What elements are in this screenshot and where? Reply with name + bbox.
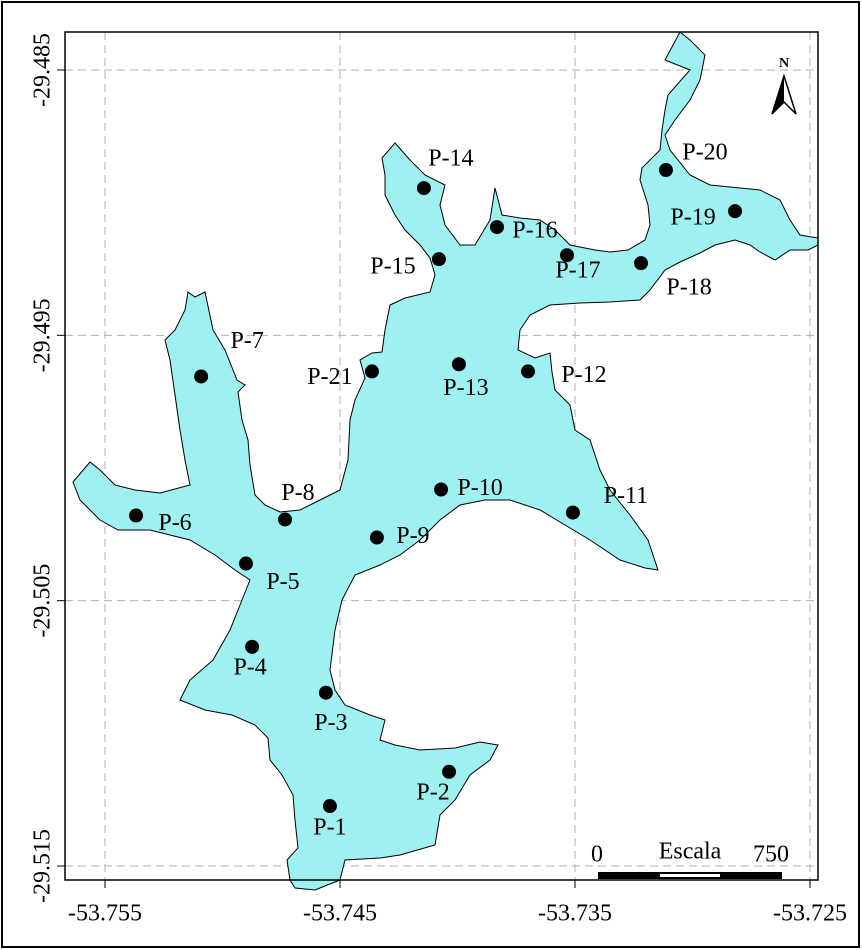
y-tick-label: -29.505 bbox=[30, 564, 56, 638]
point-label: P-16 bbox=[512, 218, 557, 244]
point-label: P-18 bbox=[666, 275, 711, 301]
point-label: P-15 bbox=[370, 254, 415, 280]
north-arrow-fill bbox=[772, 76, 784, 114]
lake bbox=[72, 31, 819, 891]
sampling-point bbox=[434, 482, 449, 497]
scale-end: 750 bbox=[753, 842, 789, 868]
scale-start: 0 bbox=[591, 842, 603, 868]
sampling-point bbox=[318, 685, 333, 700]
point-label: P-2 bbox=[416, 779, 449, 805]
point-label: P-21 bbox=[307, 364, 352, 390]
sampling-point bbox=[560, 248, 575, 263]
point-label: P-8 bbox=[281, 480, 314, 506]
sampling-point bbox=[322, 799, 337, 814]
sampling-point bbox=[278, 512, 293, 527]
sampling-point bbox=[728, 204, 743, 219]
sampling-point bbox=[369, 530, 384, 545]
y-tick-label: -29.495 bbox=[30, 298, 56, 372]
point-label: P-17 bbox=[555, 258, 600, 284]
sampling-point bbox=[451, 357, 466, 372]
sampling-point bbox=[658, 163, 673, 178]
point-label: P-3 bbox=[314, 710, 347, 736]
north-label: N bbox=[779, 56, 789, 71]
point-label: P-11 bbox=[604, 483, 648, 509]
sampling-point bbox=[364, 364, 379, 379]
sampling-point bbox=[194, 369, 209, 384]
y-tick-label: -29.485 bbox=[30, 33, 56, 107]
sampling-point bbox=[634, 256, 649, 271]
sampling-point bbox=[129, 508, 144, 523]
point-label: P-12 bbox=[561, 362, 606, 388]
sampling-point bbox=[565, 505, 580, 520]
sampling-point bbox=[416, 181, 431, 196]
y-tick-label: -29.515 bbox=[30, 829, 56, 903]
scale-bar: 0 Escala 750 bbox=[591, 839, 789, 879]
point-label: P-6 bbox=[158, 510, 191, 536]
scale-bar-segment bbox=[660, 874, 720, 877]
x-tick-label: -53.755 bbox=[68, 901, 142, 927]
point-label: P-10 bbox=[457, 475, 502, 501]
sampling-point bbox=[521, 364, 535, 379]
sampling-point bbox=[239, 556, 253, 571]
sampling-point bbox=[431, 252, 446, 267]
point-label: P-1 bbox=[313, 815, 346, 841]
x-tick-label: -53.745 bbox=[303, 901, 377, 927]
point-label: P-19 bbox=[670, 205, 715, 231]
point-label: P-9 bbox=[396, 523, 429, 549]
x-tick-label: -53.735 bbox=[538, 901, 612, 927]
sampling-point bbox=[489, 220, 504, 235]
point-label: P-20 bbox=[682, 140, 727, 166]
point-label: P-13 bbox=[443, 375, 488, 401]
point-label: P-7 bbox=[230, 328, 263, 354]
point-label: P-5 bbox=[266, 569, 299, 595]
sampling-point bbox=[442, 764, 457, 779]
point-label: P-4 bbox=[233, 654, 266, 680]
scale-title: Escala bbox=[659, 839, 722, 865]
sampling-point bbox=[245, 639, 260, 654]
x-tick-label: -53.725 bbox=[773, 901, 847, 927]
north-arrow: N bbox=[771, 56, 797, 115]
map-frame bbox=[64, 31, 819, 881]
point-label: P-14 bbox=[428, 146, 473, 172]
points: P-1 P-2 P-3 P-4 P-5 P-6 P-7 P-8 P-9 P-10 P-11 P-12 P… bbox=[129, 140, 743, 841]
